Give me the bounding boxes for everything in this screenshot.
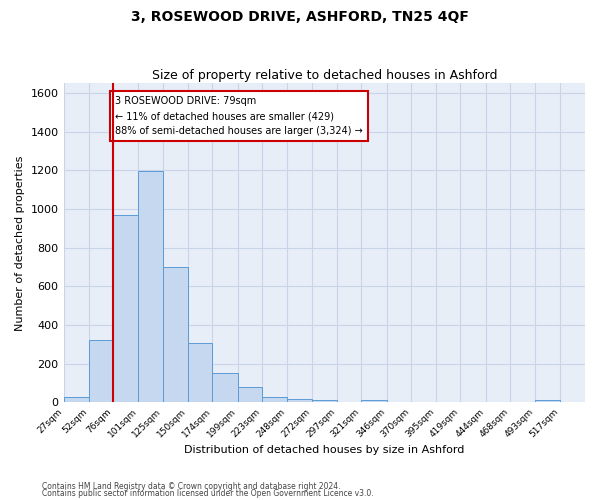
Bar: [311, 400, 337, 402]
Bar: [287, 399, 311, 402]
Text: 3, ROSEWOOD DRIVE, ASHFORD, TN25 4QF: 3, ROSEWOOD DRIVE, ASHFORD, TN25 4QF: [131, 10, 469, 24]
Text: Contains public sector information licensed under the Open Government Licence v3: Contains public sector information licen…: [42, 489, 374, 498]
Bar: [163, 267, 188, 402]
Bar: [535, 400, 560, 402]
Bar: [238, 387, 262, 402]
Text: 3 ROSEWOOD DRIVE: 79sqm
← 11% of detached houses are smaller (429)
88% of semi-d: 3 ROSEWOOD DRIVE: 79sqm ← 11% of detache…: [115, 96, 363, 136]
Bar: [89, 340, 113, 402]
Bar: [212, 372, 238, 402]
Bar: [361, 400, 386, 402]
Bar: [262, 398, 287, 402]
Text: Contains HM Land Registry data © Crown copyright and database right 2024.: Contains HM Land Registry data © Crown c…: [42, 482, 341, 491]
Y-axis label: Number of detached properties: Number of detached properties: [15, 155, 25, 330]
Bar: [113, 215, 139, 402]
Bar: [64, 396, 89, 402]
Bar: [139, 171, 163, 402]
X-axis label: Distribution of detached houses by size in Ashford: Distribution of detached houses by size …: [184, 445, 464, 455]
Bar: [188, 344, 212, 402]
Title: Size of property relative to detached houses in Ashford: Size of property relative to detached ho…: [152, 69, 497, 82]
